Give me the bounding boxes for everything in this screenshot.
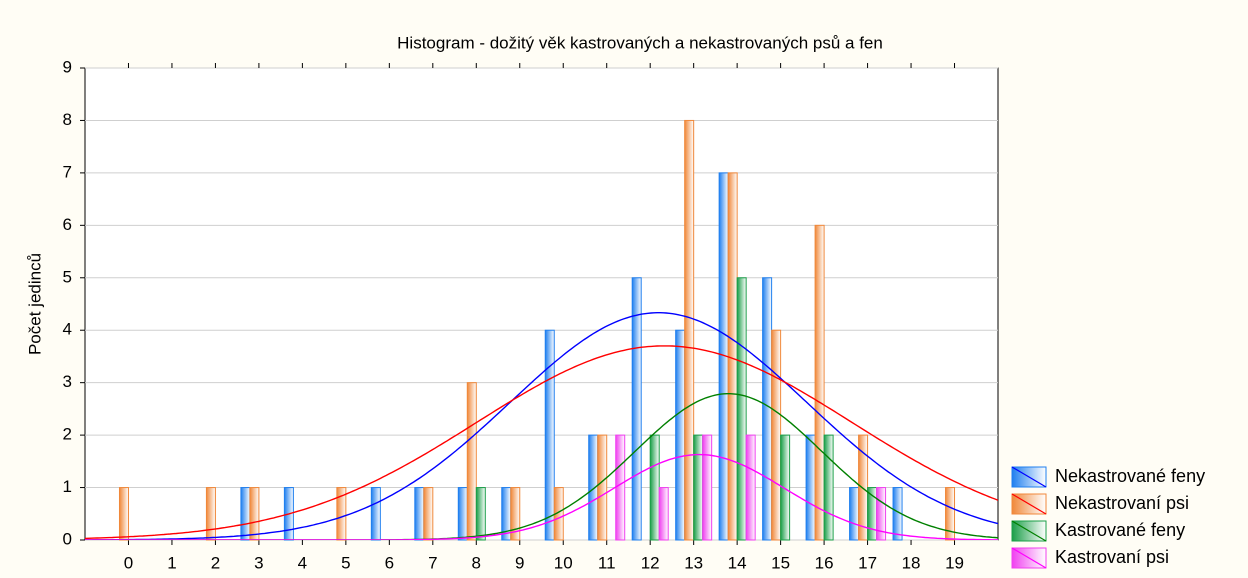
bar — [693, 434, 704, 541]
legend-label: Kastrovaní psi — [1055, 547, 1169, 567]
bar — [370, 487, 381, 541]
y-tick-label: 8 — [63, 110, 72, 129]
bar — [588, 434, 599, 541]
y-tick-label: 9 — [63, 57, 72, 76]
bar — [745, 434, 756, 541]
x-tick-label: 4 — [298, 553, 307, 572]
x-tick-label: 3 — [254, 553, 263, 572]
bar — [631, 277, 642, 541]
bar — [118, 487, 129, 541]
bar — [615, 434, 626, 541]
y-tick-label: 4 — [63, 320, 72, 339]
y-tick-label: 0 — [63, 529, 72, 548]
bar — [876, 487, 887, 541]
bar — [684, 119, 695, 541]
x-tick-label: 17 — [858, 553, 877, 572]
y-tick-label: 3 — [63, 372, 72, 391]
x-tick-label: 11 — [598, 553, 616, 572]
legend-label: Nekastrovaní psi — [1055, 493, 1189, 513]
bar — [814, 224, 825, 541]
x-tick-label: 19 — [945, 553, 964, 572]
x-tick-label: 7 — [428, 553, 437, 572]
x-tick-label: 5 — [341, 553, 350, 572]
x-tick-label: 9 — [515, 553, 524, 572]
bar — [510, 487, 521, 541]
bar — [475, 487, 486, 541]
bar — [414, 487, 425, 541]
chart-title: Histogram - dožitý věk kastrovaných a ne… — [397, 33, 883, 52]
x-tick-label: 8 — [472, 553, 481, 572]
y-tick-label: 1 — [63, 477, 72, 496]
x-tick-label: 0 — [124, 553, 133, 572]
x-tick-label: 10 — [554, 553, 573, 572]
bar — [544, 329, 555, 541]
bar — [849, 487, 860, 541]
x-tick-label: 14 — [728, 553, 747, 572]
plot-area — [84, 67, 999, 541]
bar — [675, 329, 686, 541]
bar — [823, 434, 834, 541]
x-tick-label: 15 — [771, 553, 790, 572]
fit-curve — [85, 393, 998, 540]
bar — [736, 277, 747, 541]
fit-curve — [85, 453, 998, 540]
bar — [457, 487, 468, 541]
bar — [597, 434, 608, 541]
legend-label: Nekastrované feny — [1055, 466, 1205, 486]
bar — [805, 434, 816, 541]
x-tick-label: 13 — [684, 553, 703, 572]
bar — [658, 487, 669, 541]
x-tick-label: 2 — [211, 553, 220, 572]
x-tick-label: 16 — [815, 553, 834, 572]
legend-label: Kastrované feny — [1055, 520, 1185, 540]
fit-curve — [85, 312, 998, 540]
y-tick-label: 6 — [63, 215, 72, 234]
bar — [205, 487, 216, 541]
bar — [771, 329, 782, 541]
y-tick-label: 7 — [63, 162, 72, 181]
x-tick-label: 1 — [167, 553, 176, 572]
legend-swatch-line — [1011, 493, 1047, 515]
x-tick-label: 18 — [902, 553, 921, 572]
x-tick-label: 6 — [385, 553, 394, 572]
legend-swatch-line — [1011, 466, 1047, 488]
y-tick-label: 2 — [63, 425, 72, 444]
bar — [466, 382, 477, 541]
legend-swatch-line — [1011, 520, 1047, 542]
bar — [249, 487, 260, 541]
y-axis-label: Počet jedinců — [25, 253, 44, 355]
x-tick-label: 12 — [641, 553, 660, 572]
bar — [240, 487, 251, 541]
bar — [762, 277, 773, 541]
bar — [702, 434, 713, 541]
bar — [649, 434, 660, 541]
bar — [423, 487, 434, 541]
bar — [945, 487, 956, 541]
y-tick-label: 5 — [63, 267, 72, 286]
bar — [727, 172, 738, 541]
legend-swatch-line — [1011, 547, 1047, 569]
bar — [780, 434, 791, 541]
fit-curve — [85, 345, 998, 540]
